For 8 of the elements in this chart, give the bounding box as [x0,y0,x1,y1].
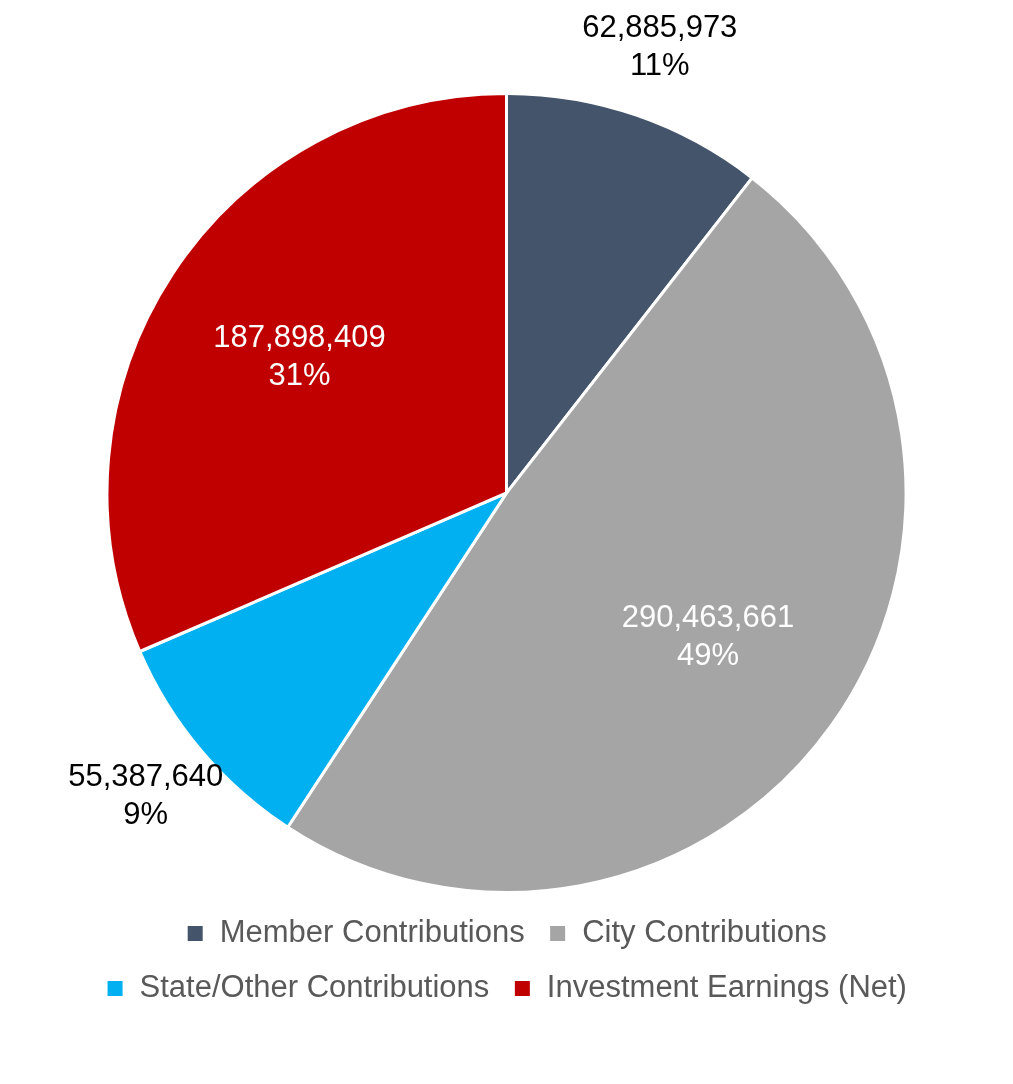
legend-label: City Contributions [582,914,827,950]
legend-label: Member Contributions [219,914,525,950]
data-label: 55,387,640 9% [68,758,224,832]
legend-label: State/Other Contributions [139,969,490,1005]
legend-label: Investment Earnings (Net) [546,969,907,1005]
data-label: 62,885,973 11% [582,8,738,82]
data-label: 290,463,661 49% [621,598,795,672]
data-label: 187,898,409 31% [213,318,386,392]
